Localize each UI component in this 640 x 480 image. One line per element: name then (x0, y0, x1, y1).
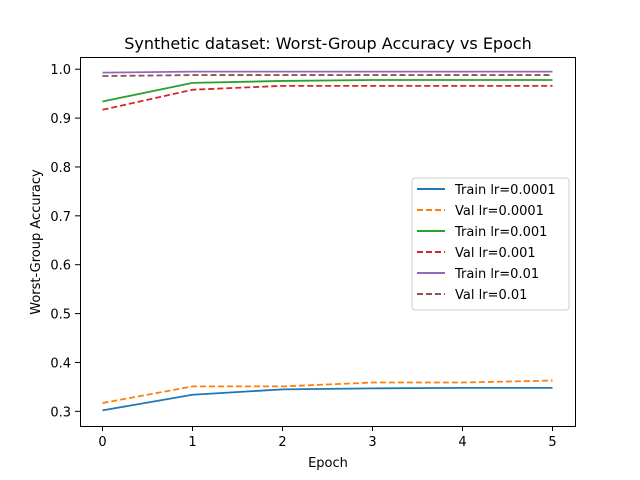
x-tick-label: 5 (548, 435, 556, 450)
legend: Train lr=0.0001 Val lr=0.0001 Train lr=0.0… (411, 177, 570, 311)
x-tick-label: 3 (368, 435, 376, 450)
x-axis-title: Epoch (308, 456, 348, 471)
chart-title: Synthetic dataset: Worst-Group Accuracy … (124, 34, 532, 53)
y-tick-label: 0.6 (50, 259, 71, 274)
y-tick-label: 0.9 (50, 112, 71, 127)
legend-label: Val lr=0.001 (455, 246, 536, 261)
legend-label: Val lr=0.01 (455, 288, 527, 303)
series-line-2 (102, 379, 553, 404)
series-line-5 (102, 70, 553, 74)
y-tick-label: 1.0 (50, 63, 71, 78)
y-axis: 0.3 0.4 0.5 0.6 0.7 0.8 0.9 1.0 (50, 63, 80, 420)
y-tick-label: 0.4 (50, 356, 71, 371)
legend-box (411, 177, 570, 311)
plot-frame (80, 57, 576, 427)
x-tick-label: 1 (188, 435, 196, 450)
series-line-1 (102, 386, 553, 412)
series-line-3 (102, 79, 553, 103)
x-axis: 0 1 2 3 4 5 (98, 426, 557, 450)
legend-label: Train lr=0.001 (454, 225, 547, 240)
y-tick-label: 0.3 (50, 405, 71, 420)
legend-label: Train lr=0.01 (454, 267, 539, 282)
legend-label: Train lr=0.0001 (454, 183, 556, 198)
series-line-6 (102, 74, 553, 77)
x-tick-label: 2 (278, 435, 286, 450)
legend-label: Val lr=0.0001 (455, 204, 544, 219)
y-tick-label: 0.8 (50, 161, 71, 176)
y-axis-title: Worst-Group Accuracy (29, 169, 44, 315)
y-tick-label: 0.5 (50, 308, 71, 323)
plot-lines (102, 70, 553, 412)
x-tick-label: 0 (98, 435, 106, 450)
series-line-4 (102, 84, 553, 111)
y-tick-label: 0.7 (50, 210, 71, 225)
x-tick-label: 4 (458, 435, 466, 450)
